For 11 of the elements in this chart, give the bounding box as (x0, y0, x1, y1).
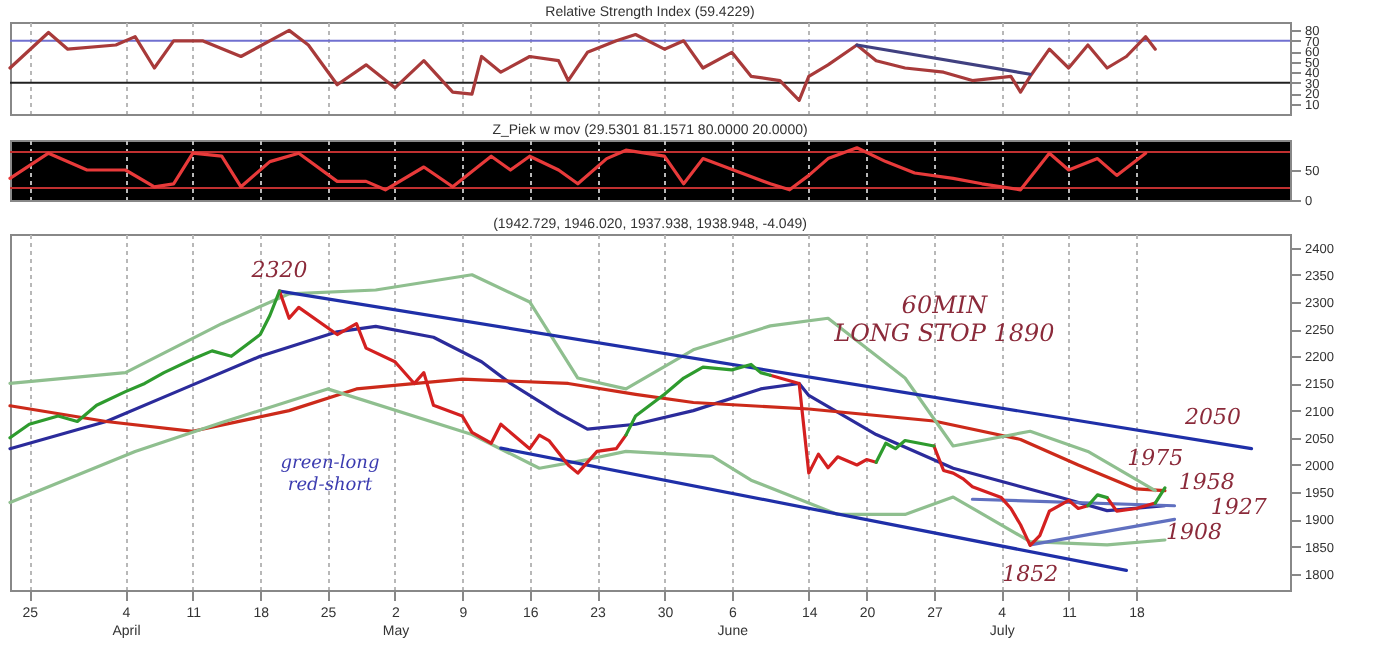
annotation: 1927 (1210, 494, 1267, 521)
annotation: 2320 (249, 257, 308, 284)
annotation: 2050 (1183, 403, 1242, 430)
annotation: 60MIN LONG STOP 1890 (832, 291, 1056, 348)
annotation: 1958 (1178, 469, 1235, 496)
line-series (8, 146, 1148, 192)
annotation: 1975 (1127, 444, 1184, 471)
annotation: 1852 (1002, 561, 1059, 588)
annotation: 1908 (1166, 519, 1222, 546)
line-series (8, 28, 1157, 103)
annotation: green-long red-short (280, 453, 380, 496)
